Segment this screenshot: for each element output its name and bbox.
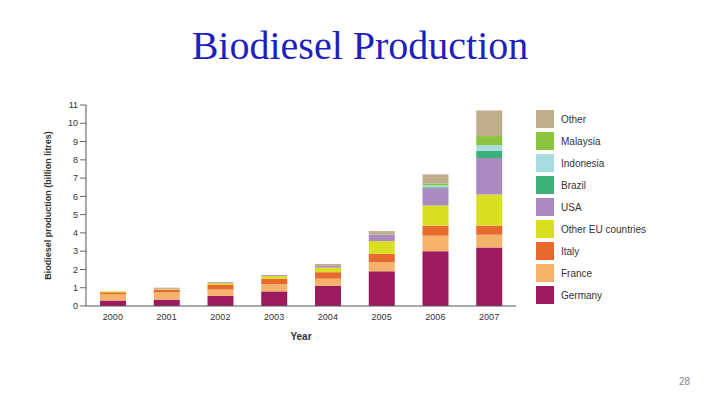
svg-text:11: 11: [69, 100, 78, 110]
svg-text:1: 1: [73, 283, 78, 293]
html-text:Malaysia: Malaysia: [561, 135, 601, 147]
svg-text:Year: Year: [290, 331, 311, 342]
svg-text:2004: 2004: [318, 312, 338, 322]
html-text:Other: Other: [561, 113, 586, 125]
svg-text:2001: 2001: [157, 312, 177, 322]
svg-text:4: 4: [73, 228, 78, 238]
svg-text:2002: 2002: [210, 312, 230, 322]
svg-text:0: 0: [73, 301, 78, 311]
html-text:USA: USA: [561, 201, 582, 213]
svg-text:7: 7: [73, 173, 78, 183]
svg-text:6: 6: [73, 192, 78, 202]
svg-text:2000: 2000: [103, 312, 123, 322]
html-text:Germany: Germany: [561, 289, 603, 301]
svg-text:2006: 2006: [425, 312, 445, 322]
svg-text:10: 10: [68, 118, 78, 128]
svg-text:8: 8: [73, 155, 78, 165]
svg-text:Biodiesel production (billion: Biodiesel production (billion litres): [43, 131, 53, 280]
svg-text:2003: 2003: [264, 312, 284, 322]
html-text:Indonesia: Indonesia: [561, 157, 605, 169]
html-text:Other EU countries: Other EU countries: [561, 223, 646, 235]
html-text:28: 28: [678, 376, 690, 387]
svg-text:5: 5: [73, 210, 78, 220]
svg-text:3: 3: [73, 246, 78, 256]
html-text:Biodiesel Production: Biodiesel Production: [191, 23, 529, 68]
html-text:Brazil: Brazil: [561, 179, 586, 191]
svg-text:2005: 2005: [372, 312, 392, 322]
svg-text:2: 2: [73, 265, 78, 275]
html-text:France: France: [561, 267, 593, 279]
html-text:Italy: Italy: [561, 245, 580, 257]
svg-text:2007: 2007: [479, 312, 499, 322]
svg-text:9: 9: [73, 137, 78, 147]
